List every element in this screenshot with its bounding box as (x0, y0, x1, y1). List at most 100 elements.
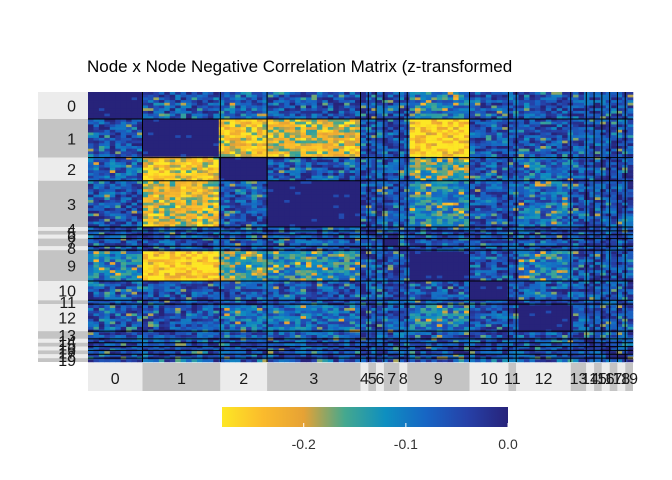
heatmap-cell (344, 140, 350, 144)
heatmap-cell (518, 178, 525, 182)
heatmap-cell (556, 181, 563, 185)
heatmap-cell (355, 143, 361, 147)
heatmap-cell (175, 205, 181, 209)
heatmap-cell (262, 210, 269, 214)
heatmap-cell (109, 164, 116, 168)
heatmap-cell (616, 135, 623, 139)
heatmap-cell (202, 181, 209, 185)
heatmap-cell (300, 94, 307, 98)
heatmap-cell (469, 146, 476, 149)
heatmap-cell (458, 194, 465, 198)
heatmap-cell (573, 159, 579, 163)
heatmap-cell (115, 137, 121, 141)
heatmap-cell (213, 146, 220, 149)
heatmap-cell (464, 119, 470, 122)
heatmap-cell (371, 178, 378, 182)
heatmap-cell (202, 208, 209, 212)
heatmap-cell (169, 191, 176, 195)
heatmap-cell (529, 159, 536, 163)
heatmap-cell (197, 200, 203, 203)
heatmap-cell (202, 105, 209, 109)
heatmap-cell (415, 116, 421, 120)
heatmap-cell (327, 121, 334, 125)
heatmap-cell (605, 113, 612, 117)
heatmap-cell (556, 113, 563, 117)
heatmap-cell (202, 140, 209, 144)
heatmap-cell (180, 140, 187, 144)
heatmap-cell (229, 154, 236, 158)
heatmap-cell (540, 135, 547, 139)
heatmap-cell (545, 154, 552, 158)
heatmap-cell (306, 221, 312, 225)
heatmap-cell (398, 108, 405, 112)
heatmap-cell (289, 181, 296, 185)
heatmap-cell (109, 202, 116, 206)
heatmap-cell (218, 100, 225, 104)
heatmap-cell (529, 175, 536, 179)
heatmap-cell (235, 113, 241, 117)
heatmap-cell (616, 186, 623, 190)
heatmap-cell (235, 102, 241, 106)
heatmap-cell (431, 178, 438, 182)
heatmap-cell (115, 183, 121, 187)
heatmap-cell (207, 132, 214, 136)
heatmap-cell (338, 202, 345, 206)
heatmap-cell (464, 205, 470, 209)
heatmap-cell (485, 221, 492, 225)
heatmap-cell (295, 200, 301, 203)
heatmap-cell (605, 119, 612, 122)
heatmap-cell (583, 216, 590, 220)
heatmap-cell (458, 191, 465, 195)
heatmap-cell (256, 137, 263, 141)
heatmap-cell (518, 156, 525, 160)
heatmap-cell (420, 189, 427, 193)
heatmap-cell (235, 129, 241, 133)
heatmap-cell (415, 205, 421, 209)
heatmap-cell (447, 116, 454, 120)
heatmap-cell (398, 170, 405, 174)
heatmap-cell (398, 121, 405, 125)
heatmap-cell (480, 129, 487, 133)
heatmap-cell (540, 129, 547, 133)
heatmap-cell (578, 181, 585, 185)
heatmap-cell (267, 119, 274, 122)
heatmap-cell (371, 224, 378, 228)
heatmap-cell (583, 102, 590, 106)
heatmap-cell (300, 113, 307, 117)
heatmap-cell (420, 135, 427, 139)
heatmap-cell (485, 110, 492, 114)
heatmap-cell (556, 213, 563, 217)
heatmap-cell (534, 202, 541, 206)
heatmap-cell (376, 200, 383, 203)
heatmap-cell (627, 189, 634, 193)
heatmap-cell (120, 137, 127, 141)
heatmap-cell (115, 224, 121, 228)
heatmap-cell (197, 218, 203, 222)
heatmap-cell (583, 213, 590, 217)
heatmap-cell (158, 200, 165, 203)
heatmap-cell (502, 189, 508, 193)
heatmap-cell (594, 119, 601, 122)
heatmap-cell (382, 178, 389, 182)
heatmap-cell (333, 116, 339, 120)
heatmap-cell (186, 127, 192, 131)
heatmap-cell (256, 143, 263, 147)
heatmap-cell (126, 164, 132, 168)
heatmap-cell (202, 159, 209, 163)
heatmap-cell (88, 216, 94, 220)
heatmap-cell (306, 135, 312, 139)
heatmap-cell (295, 110, 301, 114)
heatmap-cell (186, 143, 192, 147)
heatmap-cell (175, 221, 181, 225)
heatmap-cell (93, 164, 100, 168)
heatmap-cell (605, 108, 612, 112)
heatmap-cell (545, 127, 552, 131)
heatmap-cell (273, 167, 280, 171)
heatmap-cell (284, 146, 290, 149)
heatmap-cell (600, 197, 607, 201)
heatmap-cell (469, 113, 476, 117)
heatmap-cell (98, 110, 105, 114)
heatmap-cell (126, 146, 132, 149)
heatmap-cell (447, 208, 454, 212)
heatmap-cell (529, 216, 536, 220)
